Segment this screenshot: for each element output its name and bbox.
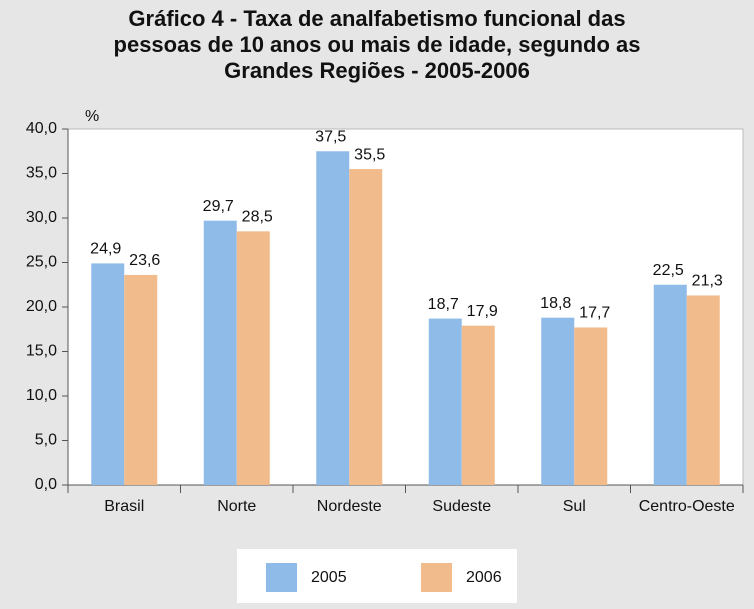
value-label: 29,7 (203, 198, 234, 215)
legend-swatch (266, 563, 297, 592)
bar (124, 274, 158, 485)
y-tick-label: 10,0 (26, 387, 57, 404)
bar (428, 318, 462, 485)
bar (203, 220, 237, 486)
y-tick-label: 30,0 (26, 209, 57, 226)
x-tick-label: Nordeste (317, 498, 382, 515)
x-tick-label: Sul (563, 498, 586, 515)
y-tick-label: 0,0 (35, 476, 57, 493)
bar (91, 263, 125, 485)
value-label: 18,8 (540, 295, 571, 312)
y-axis-label: % (85, 108, 99, 125)
value-label: 24,9 (90, 241, 121, 258)
value-label: 35,5 (354, 146, 385, 163)
value-label: 23,6 (129, 252, 160, 269)
bar (686, 295, 720, 485)
bar (541, 317, 575, 485)
plot-area (67, 128, 744, 486)
bar (653, 284, 687, 485)
legend-label: 2006 (466, 569, 502, 586)
chart-title: Gráfico 4 - Taxa de analfabetismo funcio… (113, 6, 641, 83)
y-tick-label: 20,0 (26, 298, 57, 315)
y-tick-label: 15,0 (26, 343, 57, 360)
value-label: 21,3 (692, 273, 723, 290)
value-label: 17,7 (579, 305, 610, 322)
x-tick-label: Sudeste (432, 498, 491, 515)
bar (461, 325, 495, 485)
x-tick-label: Brasil (104, 498, 144, 515)
bar (349, 169, 383, 486)
value-label: 37,5 (315, 128, 346, 145)
value-label: 28,5 (242, 209, 273, 226)
value-label: 22,5 (653, 262, 684, 279)
y-tick-label: 35,0 (26, 165, 57, 182)
value-label: 17,9 (467, 303, 498, 320)
y-tick-label: 25,0 (26, 254, 57, 271)
legend-label: 2005 (311, 569, 347, 586)
x-tick-label: Norte (217, 498, 256, 515)
value-label: 18,7 (428, 296, 459, 313)
bar (236, 231, 270, 485)
bar (574, 327, 608, 485)
y-tick-label: 5,0 (35, 432, 57, 449)
bar (316, 151, 350, 485)
legend-swatch (421, 563, 452, 592)
y-tick-label: 40,0 (26, 120, 57, 137)
x-tick-label: Centro-Oeste (639, 498, 735, 515)
